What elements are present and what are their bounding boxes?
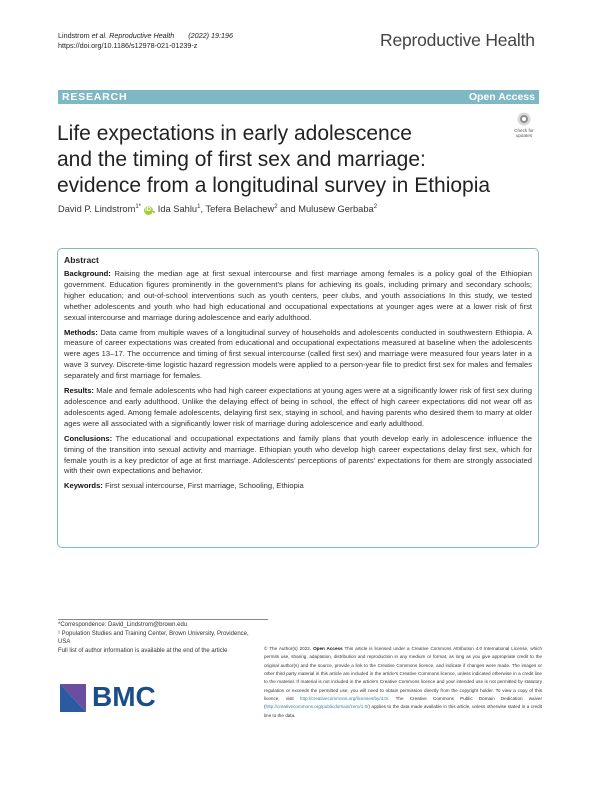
license-text-3: ) applies to the data made available in … <box>264 704 542 718</box>
background-label: Background: <box>64 269 111 278</box>
citation-year-volume: (2022) 19:196 <box>188 31 234 40</box>
author-4-affiliation: 2 <box>373 204 378 210</box>
citation-journal: et al. Reproductive Health <box>91 31 175 40</box>
results-text: Male and female adolescents who had high… <box>64 386 532 428</box>
results-label: Results: <box>64 386 94 396</box>
methods-text: Data came from multiple waves of a longi… <box>64 327 532 381</box>
license-statement: © The Author(s) 2022. Open Access This a… <box>264 645 542 720</box>
license-text-2: . The Creative Commons Public Domain Ded… <box>264 696 543 710</box>
author-1-affiliation: 1* <box>135 204 142 210</box>
author-2[interactable]: Ida Sahlu <box>157 204 198 215</box>
article-title: Life expectations in early adolescence a… <box>57 121 547 199</box>
abstract-box: Abstract Background: Raising the median … <box>57 248 539 548</box>
title-line-2: and the timing of first sex and marriage… <box>57 148 426 171</box>
license-copyright: © The Author(s) 2022. <box>264 646 312 651</box>
keywords-text: First sexual intercourse, First marriage… <box>104 481 304 491</box>
open-access-label: Open Access <box>468 91 535 103</box>
conclusions-label: Conclusions: <box>64 433 113 443</box>
title-line-1: Life expectations in early adolescence <box>57 122 412 145</box>
conclusions-text: The educational and occupational expecta… <box>64 433 532 476</box>
affiliation-1: ¹ Population Studies and Training Center… <box>58 630 249 637</box>
author-1[interactable]: David P. Lindstrom <box>58 204 136 215</box>
abstract-methods: Methods: Data came from multiple waves o… <box>64 328 532 383</box>
article-type-label: RESEARCH <box>62 91 128 103</box>
check-updates-line2: updates <box>516 133 533 138</box>
license-text-1: This article is licensed under a Creativ… <box>264 646 542 702</box>
orcid-icon[interactable]: iD <box>143 206 153 216</box>
affiliation-1-country: USA <box>58 639 71 646</box>
title-line-3: evidence from a longitudinal survey in E… <box>57 174 491 197</box>
cc-zero-link[interactable]: http://creativecommons.org/publicdomain/… <box>265 704 369 710</box>
bmc-logo: BMC <box>60 681 156 712</box>
abstract-background: Background: Raising the median age at fi… <box>64 269 532 324</box>
author-separator: , <box>152 204 156 215</box>
doi-link[interactable]: https://doi.org/10.1186/s12978-021-01239… <box>58 40 198 50</box>
citation-authors: Lindstrom <box>58 31 90 40</box>
author-4[interactable]: Mulusew Gerbaba <box>298 204 374 215</box>
bmc-wordmark: BMC <box>92 681 156 712</box>
journal-name: Reproductive Health <box>380 30 535 50</box>
footnote-divider <box>58 619 268 620</box>
author-3-affiliation: 2 <box>274 204 278 210</box>
author-2-affiliation: 1 <box>197 204 201 210</box>
check-for-updates-icon[interactable]: Check for updates <box>509 111 539 141</box>
background-text: Raising the median age at first sexual i… <box>64 269 532 322</box>
author-and: and <box>280 204 296 215</box>
full-author-info-note: Full list of author information is avail… <box>58 648 228 655</box>
license-open-access: Open Access <box>313 646 343 651</box>
citation-header: Lindstrom et al. Reproductive Health (20… <box>58 31 233 50</box>
abstract-results: Results: Male and female adolescents who… <box>64 386 532 430</box>
footnotes: *Correspondence: David_Lindstrom@brown.e… <box>58 621 249 656</box>
abstract-keywords: Keywords: First sexual intercourse, Firs… <box>64 481 532 492</box>
correspondence-email[interactable]: *Correspondence: David_Lindstrom@brown.e… <box>58 622 188 628</box>
author-3[interactable]: Tefera Belachew <box>205 204 275 215</box>
article-type-banner: RESEARCH Open Access <box>58 90 539 104</box>
author-list: David P. Lindstrom1* iD, Ida Sahlu1, Tef… <box>58 204 378 216</box>
check-updates-line1: Check for <box>514 128 534 133</box>
author-separator: , <box>200 204 204 215</box>
cc-by-link[interactable]: http://creativecommons.org/licenses/by/4… <box>299 696 389 702</box>
abstract-conclusions: Conclusions: The educational and occupat… <box>64 434 532 478</box>
methods-label: Methods: <box>64 327 98 337</box>
abstract-heading: Abstract <box>64 255 99 265</box>
keywords-label: Keywords: <box>64 481 103 491</box>
